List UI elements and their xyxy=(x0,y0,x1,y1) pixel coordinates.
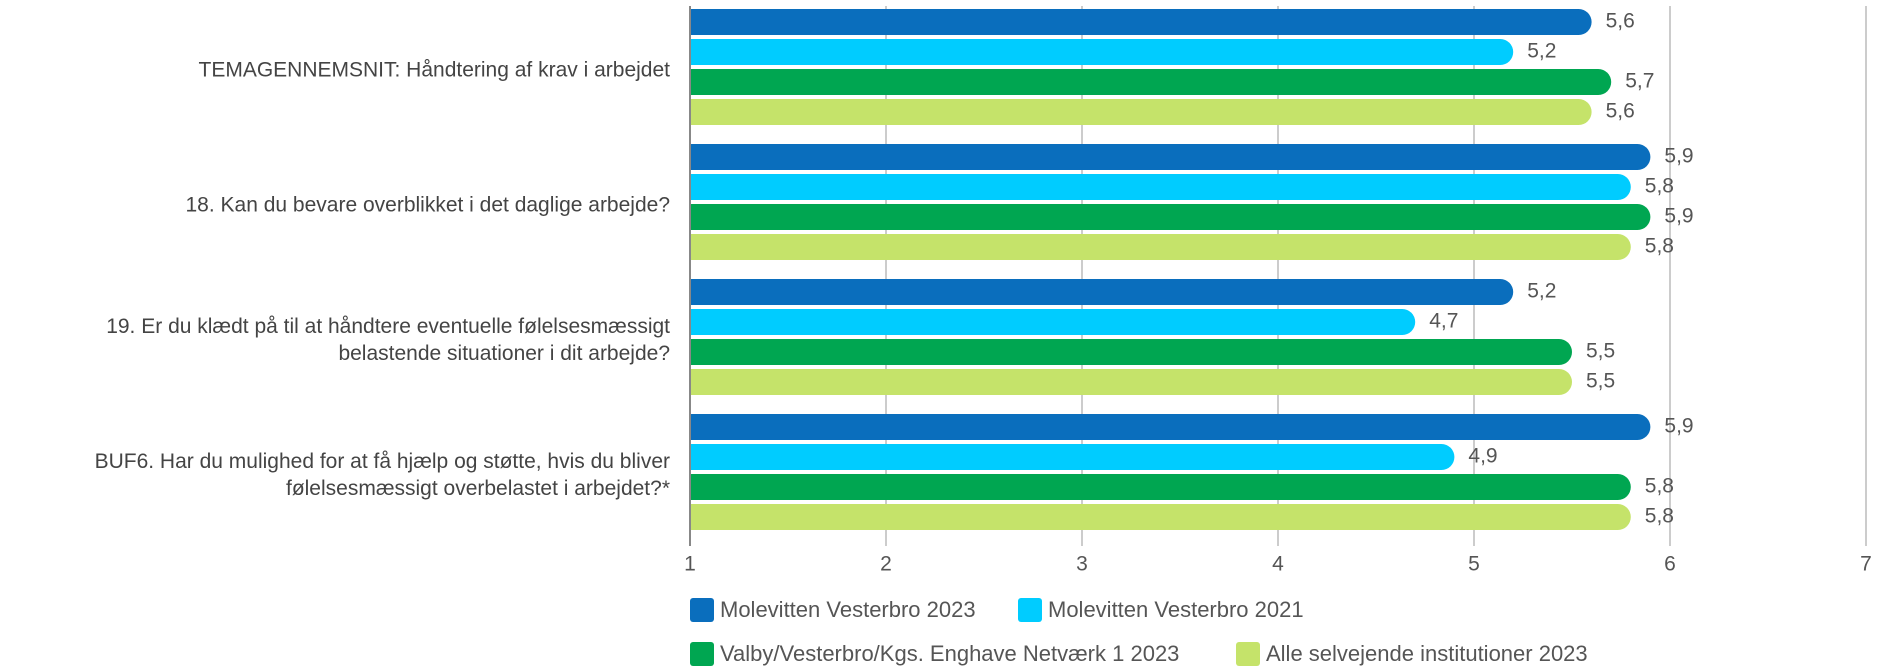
value-label: 5,8 xyxy=(1645,505,1674,528)
legend-label: Valby/Vesterbro/Kgs. Enghave Netværk 1 2… xyxy=(720,641,1179,666)
value-label: 5,2 xyxy=(1527,40,1556,63)
bar xyxy=(691,144,1651,170)
legend-label: Molevitten Vesterbro 2021 xyxy=(1048,597,1304,622)
bar xyxy=(691,9,1592,35)
x-tick-label: 2 xyxy=(880,553,892,576)
value-label: 4,9 xyxy=(1468,445,1497,468)
bar xyxy=(690,39,1514,65)
value-label: 5,9 xyxy=(1664,205,1693,228)
value-label: 5,8 xyxy=(1645,235,1674,258)
bar xyxy=(691,99,1592,125)
category-label: TEMAGENNEMSNIT: Håndtering af krav i arb… xyxy=(198,58,671,81)
bar xyxy=(691,174,1631,200)
value-label: 5,8 xyxy=(1645,175,1674,198)
value-label: 5,6 xyxy=(1606,10,1635,33)
x-tick-label: 4 xyxy=(1272,553,1284,576)
value-label: 5,5 xyxy=(1586,340,1615,363)
bar xyxy=(691,504,1631,530)
category-label: 18. Kan du bevare overblikket i det dagl… xyxy=(185,193,671,216)
value-label: 5,2 xyxy=(1527,280,1556,303)
legend-label: Molevitten Vesterbro 2023 xyxy=(720,597,976,622)
legend-swatch xyxy=(690,598,714,622)
x-tick-label: 3 xyxy=(1076,553,1088,576)
bar xyxy=(690,69,1612,95)
value-label: 5,8 xyxy=(1645,475,1674,498)
x-tick-label: 5 xyxy=(1468,553,1480,576)
value-label: 5,9 xyxy=(1664,415,1693,438)
category-label: 19. Er du klædt på til at håndtere event… xyxy=(106,314,670,365)
bar xyxy=(690,279,1514,305)
legend-swatch xyxy=(690,642,714,666)
value-label: 5,9 xyxy=(1664,145,1693,168)
legend-swatch xyxy=(1018,598,1042,622)
bar xyxy=(690,309,1416,335)
value-label: 5,5 xyxy=(1586,370,1615,393)
bar xyxy=(691,474,1631,500)
bar xyxy=(691,369,1572,395)
value-label: 4,7 xyxy=(1429,310,1458,333)
bar xyxy=(691,234,1631,260)
x-tick-label: 1 xyxy=(684,553,696,576)
bar xyxy=(691,204,1651,230)
bar xyxy=(691,339,1572,365)
x-tick-label: 6 xyxy=(1664,553,1676,576)
bar xyxy=(691,414,1651,440)
legend-label: Alle selvejende institutioner 2023 xyxy=(1266,641,1588,666)
x-tick-label: 7 xyxy=(1860,553,1872,576)
bar xyxy=(691,444,1455,470)
legend-swatch xyxy=(1236,642,1260,666)
value-label: 5,7 xyxy=(1625,70,1654,93)
category-label: BUF6. Har du mulighed for at få hjælp og… xyxy=(94,449,670,500)
value-label: 5,6 xyxy=(1606,100,1635,123)
